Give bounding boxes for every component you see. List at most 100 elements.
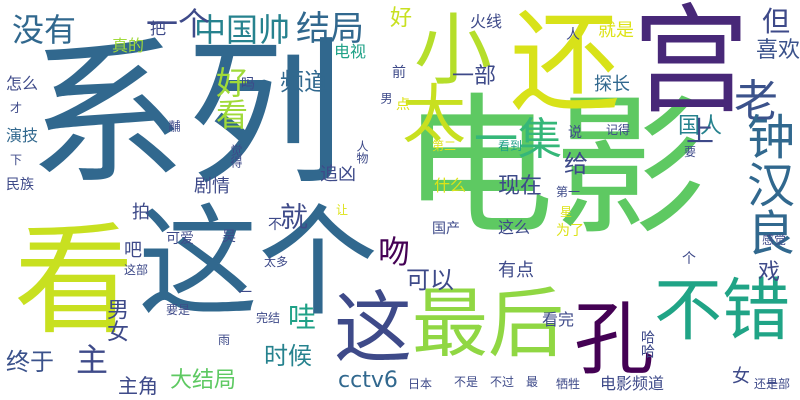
cloud-word: 民族 [6,177,34,193]
cloud-word: 就 [276,202,309,230]
cloud-word: 点 [396,97,410,113]
cloud-word: 中国帅 [194,11,291,49]
cloud-word: 戏 [758,260,781,285]
cloud-word: 看 [14,212,134,351]
cloud-word: 电视 [334,42,367,61]
cloud-word: cctv6 [338,368,398,393]
cloud-word: 追凶 [320,164,356,185]
cloud-word: 探长 [594,74,630,95]
cloud-word: 怎么 [6,74,39,93]
cloud-word: 觉得 [229,144,243,168]
cloud-word: 现在 [498,174,543,199]
cloud-word: 这部 [124,263,149,277]
cloud-word: 电影 [402,79,706,256]
cloud-word: 拍 [132,202,150,223]
cloud-word: 时候 [264,342,312,370]
cloud-word: 吗 [239,76,255,90]
cloud-word: 给 [564,150,588,178]
cloud-word: 国产 [432,221,460,237]
cloud-word: 不 [268,217,282,233]
cloud-word: 就是 [598,20,634,41]
cloud-word: 演技 [6,126,39,145]
cloud-word: 把 [147,20,166,36]
cloud-word: 但 [762,5,791,38]
cloud-word: 孔 [574,293,654,386]
cloud-word: 终于 [6,348,54,376]
cloud-word: 说 [568,125,582,141]
cloud-word: 钟汉良 [738,112,794,256]
cloud-word: 个 [682,251,696,267]
cloud-word: 还是 [754,377,779,391]
cloud-word: 不是 [454,375,479,389]
cloud-word: 可爱 [166,231,194,247]
cloud-word: 国人 [678,114,723,139]
cloud-word: 没有 [12,11,77,49]
cloud-word: 好看 [211,66,249,130]
cloud-word: 太多 [264,255,289,269]
cloud-word: 这个 [138,194,378,333]
cloud-word: 女 [732,366,750,387]
cloud-word: 第一 [556,185,581,199]
cloud-word: 剧情 [194,176,230,197]
cloud-word: 吧 [124,240,142,261]
cloud-word: 最后 [412,279,564,368]
cloud-word: 太 [402,79,466,153]
cloud-word: 让 [336,203,349,217]
cloud-word: 为了 [556,223,584,239]
cloud-word: 日本 [408,377,433,391]
cloud-word: 要 [684,145,697,159]
cloud-word: 一 [238,285,252,301]
cloud-word: 结局 [296,9,364,49]
cloud-word: 黼 [167,120,181,132]
cloud-word: 雨 [218,333,231,347]
cloud-word: 真的 [112,36,145,55]
cloud-word: 下 [10,153,23,167]
cloud-word: 人 [566,27,580,43]
cloud-word: 一集 [474,114,562,165]
cloud-word: 吻 [378,233,411,271]
cloud-word: 老 [734,76,778,127]
cloud-word: 什么 [434,176,467,195]
cloud-word: 小 [414,6,493,96]
cloud-word: 人物 [355,140,369,164]
cloud-word: 要是 [166,303,191,317]
cloud-word: 喜欢 [756,38,800,63]
cloud-word: 好 [390,6,413,31]
cloud-word: 十部 [766,377,791,391]
cloud-word: 电影频道 [600,374,665,393]
cloud-word: 看到 [498,139,523,153]
cloud-word: 牺牲 [556,377,581,391]
cloud-word: 大结局 [170,368,237,393]
cloud-word: 最 [526,375,539,389]
cloud-word: 感觉 [762,233,787,247]
cloud-word: 火线 [470,12,503,31]
cloud-word: 宫 [632,0,751,130]
cloud-word: 星 [560,205,573,219]
cloud-word: 完结 [256,311,281,325]
cloud-word: 哇 [288,301,317,334]
cloud-word: 哈哈 [639,330,655,358]
cloud-word: 一个 [146,5,211,43]
cloud-word: 还 [510,0,620,127]
cloud-word: 不错 [654,272,791,351]
cloud-word: 男 [379,92,393,104]
cloud-word: 吴 [222,229,236,245]
cloud-word: 一部 [452,64,497,89]
cloud-word: 前 [392,65,406,81]
cloud-word: 第二 [432,139,457,153]
cloud-word: 不过 [490,375,515,389]
cloud-word: 有点 [498,260,534,281]
cloud-word: 这么 [498,218,531,237]
cloud-word: 看完 [542,310,575,329]
cloud-word: 系列 [28,23,344,207]
cloud-word: 可以 [406,266,454,294]
cloud-word: 主 [76,341,109,379]
cloud-word: 才 [10,101,23,115]
cloud-word: 这 [334,284,413,374]
cloud-word: 上 [686,115,715,148]
cloud-word: 主角 [118,374,158,398]
cloud-word: 记得 [606,123,631,137]
cloud-word: 频道 [280,68,328,96]
cloud-word: 男女 [103,298,128,342]
